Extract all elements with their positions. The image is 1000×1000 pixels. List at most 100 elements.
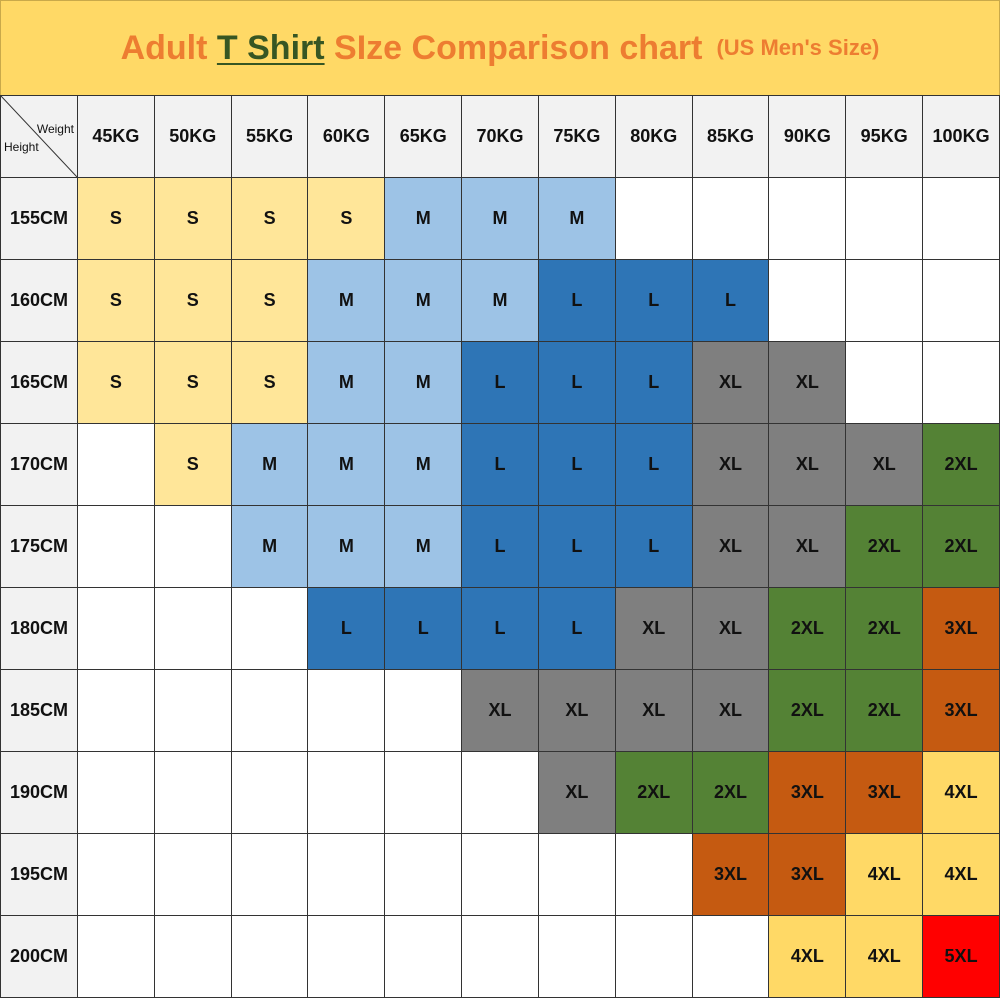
table-row: 175CM M M M L L L XL XL 2XL 2XL: [0, 505, 1000, 588]
size-cell: XL: [768, 423, 847, 506]
diagonal-line: [1, 96, 77, 177]
size-cell: XL: [691, 669, 770, 752]
size-cell: M: [461, 177, 539, 260]
size-table: Weight Height 45KG 50KG 55KG 60KG 65KG 70KG 75…: [0, 95, 1000, 998]
column-header: 80KG: [614, 95, 693, 178]
size-cell: L: [614, 341, 693, 424]
size-cell: 2XL: [922, 505, 1000, 588]
size-cell: [307, 751, 386, 834]
size-cell: XL: [768, 341, 847, 424]
size-cell: [77, 915, 155, 998]
size-cell: [384, 833, 463, 916]
size-cell: L: [461, 505, 539, 588]
size-cell: S: [230, 341, 309, 424]
size-cell: [77, 587, 155, 670]
row-header: 170CM: [0, 423, 78, 506]
size-cell: 3XL: [768, 833, 847, 916]
column-header: 45KG: [77, 95, 155, 178]
size-cell: [230, 669, 309, 752]
size-cell: 4XL: [922, 751, 1000, 834]
size-cell: [230, 915, 309, 998]
size-cell: 2XL: [691, 751, 770, 834]
size-cell: [461, 915, 539, 998]
size-cell: [922, 341, 1000, 424]
weight-label: Weight: [36, 122, 74, 136]
column-header: 50KG: [153, 95, 232, 178]
table-row: 170CM S M M M L L L XL XL XL 2XL: [0, 423, 1000, 506]
size-cell: [77, 423, 155, 506]
size-cell: M: [384, 423, 463, 506]
size-cell: [768, 259, 847, 342]
size-cell: 2XL: [922, 423, 1000, 506]
row-header: 200CM: [0, 915, 78, 998]
size-cell: XL: [537, 669, 616, 752]
size-cell: [845, 341, 924, 424]
size-cell: [922, 177, 1000, 260]
table-row: 165CM S S S M M L L L XL XL: [0, 341, 1000, 424]
size-cell: S: [77, 341, 155, 424]
size-cell: [537, 915, 616, 998]
size-cell: [307, 915, 386, 998]
size-cell: [384, 669, 463, 752]
size-cell: S: [153, 177, 232, 260]
column-header: 75KG: [537, 95, 616, 178]
column-header: 85KG: [691, 95, 770, 178]
size-cell: L: [307, 587, 386, 670]
size-cell: [153, 751, 232, 834]
title-subtitle: (US Men's Size): [716, 35, 880, 60]
size-cell: XL: [614, 587, 693, 670]
table-row: 200CM 4XL 4XL 5XL: [0, 915, 1000, 998]
size-cell: [384, 751, 463, 834]
size-cell: [153, 915, 232, 998]
column-header: 95KG: [845, 95, 924, 178]
size-cell: [307, 833, 386, 916]
size-cell: [614, 915, 693, 998]
size-cell: [153, 587, 232, 670]
size-cell: M: [384, 505, 463, 588]
size-cell: M: [384, 341, 463, 424]
size-cell: 2XL: [768, 587, 847, 670]
table-row: 185CM XL XL XL XL 2XL 2XL 3XL: [0, 669, 1000, 752]
size-cell: M: [384, 177, 463, 260]
size-cell: 5XL: [922, 915, 1000, 998]
size-cell: M: [307, 259, 386, 342]
size-cell: 4XL: [922, 833, 1000, 916]
size-cell: 3XL: [845, 751, 924, 834]
size-cell: XL: [691, 423, 770, 506]
size-cell: L: [537, 587, 616, 670]
row-header: 165CM: [0, 341, 78, 424]
size-cell: 2XL: [845, 587, 924, 670]
size-cell: L: [461, 587, 539, 670]
size-cell: L: [537, 259, 616, 342]
size-cell: M: [230, 423, 309, 506]
row-header: 180CM: [0, 587, 78, 670]
size-cell: S: [307, 177, 386, 260]
size-cell: M: [307, 423, 386, 506]
title-part1: Adult: [120, 28, 208, 67]
size-cell: 3XL: [691, 833, 770, 916]
title-highlight: T Shirt: [216, 28, 325, 67]
size-cell: L: [614, 423, 693, 506]
size-cell: L: [384, 587, 463, 670]
size-cell: [230, 751, 309, 834]
size-cell: S: [153, 259, 232, 342]
size-cell: [230, 587, 309, 670]
size-cell: [845, 259, 924, 342]
size-cell: 4XL: [845, 915, 924, 998]
size-cell: [77, 833, 155, 916]
size-cell: [153, 505, 232, 588]
size-cell: M: [230, 505, 309, 588]
size-cell: S: [153, 423, 232, 506]
corner-cell: Weight Height: [0, 95, 78, 178]
height-label: Height: [4, 140, 39, 154]
size-cell: L: [537, 505, 616, 588]
size-cell: 4XL: [768, 915, 847, 998]
size-cell: 3XL: [922, 587, 1000, 670]
size-cell: 2XL: [614, 751, 693, 834]
table-row: 160CM S S S M M M L L L: [0, 259, 1000, 342]
size-cell: [768, 177, 847, 260]
size-cell: [614, 833, 693, 916]
size-cell: [77, 751, 155, 834]
size-cell: [691, 915, 770, 998]
size-cell: XL: [614, 669, 693, 752]
